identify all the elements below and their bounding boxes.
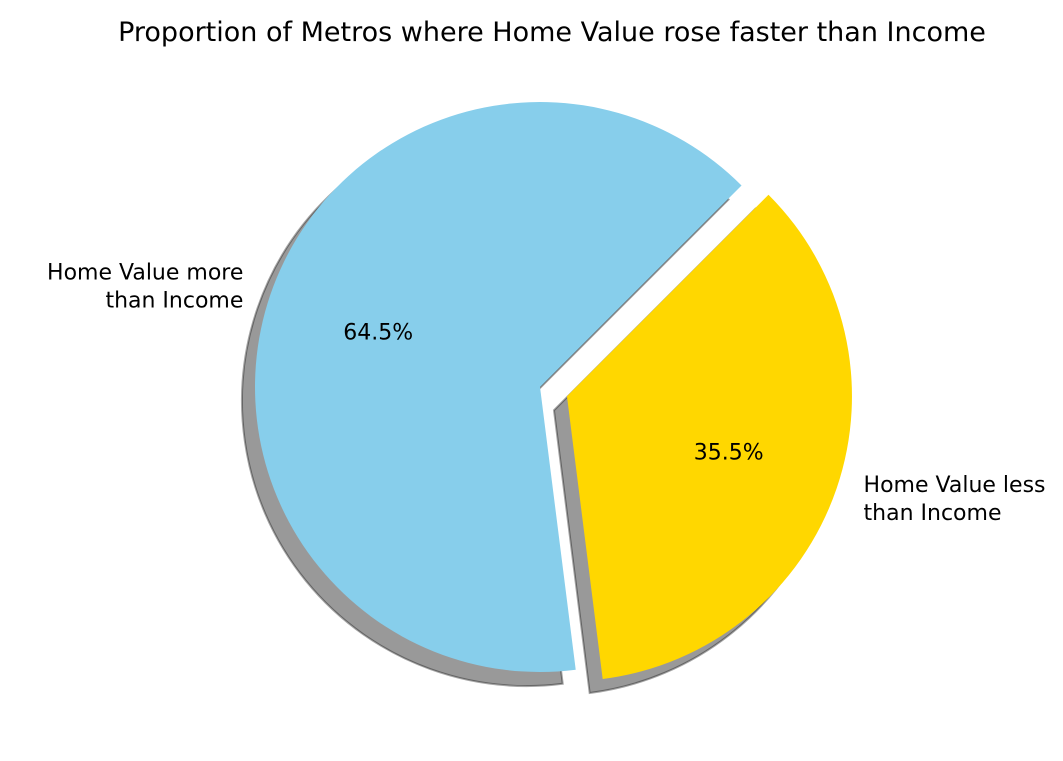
pie-slice-home-value-more-than-income	[255, 101, 742, 673]
pie-label-layer: 64.5% Home Value more than Income 35.5% Home…	[47, 260, 1045, 525]
pie-slice-home-value-less-than-income	[566, 194, 852, 679]
chart-title: Proportion of Metros where Home Value ro…	[118, 17, 986, 48]
pie-category-label-line: Home Value less	[864, 473, 1046, 498]
pie-category-label-line: than Income	[105, 288, 243, 313]
pie-pct-label-home-value-less-than-income: 35.5%	[694, 441, 764, 466]
pie-category-label-home-value-less-than-income: Home Value less than Income	[864, 473, 1046, 526]
pie-category-label-line: than Income	[864, 501, 1002, 526]
pie-category-label-line: Home Value more	[47, 260, 243, 285]
pie-category-label-home-value-more-than-income: Home Value more than Income	[47, 260, 243, 313]
pie-pct-label-home-value-more-than-income: 64.5%	[343, 321, 413, 346]
pie-slice-layer	[255, 101, 852, 679]
